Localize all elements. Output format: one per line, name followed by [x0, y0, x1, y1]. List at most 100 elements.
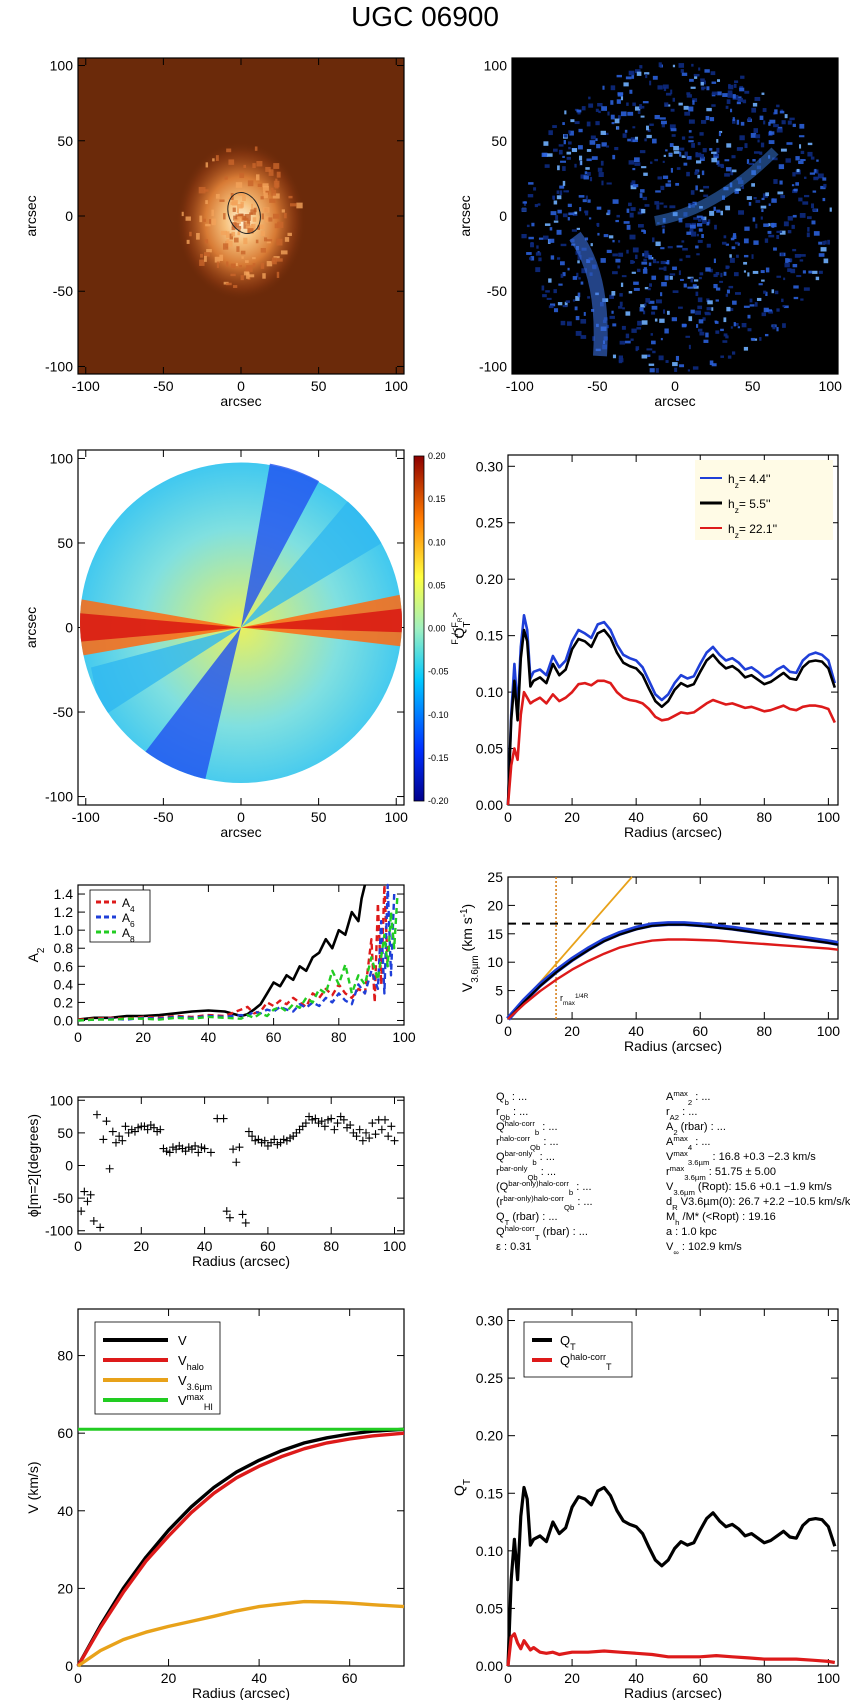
x-tick-label: -100: [506, 378, 534, 394]
image-clump: [262, 207, 270, 213]
residual-clump: [545, 290, 550, 293]
residual-clump: [617, 115, 621, 120]
phase-point: [260, 1136, 269, 1145]
phase-point: [143, 1125, 152, 1134]
residual-clump: [713, 283, 718, 289]
residual-clump: [578, 128, 583, 133]
residual-clump: [601, 106, 608, 111]
residual-clump: [761, 279, 765, 282]
residual-clump: [660, 120, 667, 125]
y-tick-label: 100: [50, 450, 74, 466]
residual-clump: [726, 99, 731, 104]
text-part: b: [569, 1188, 573, 1197]
text-part: b: [505, 1098, 509, 1107]
image-clump: [234, 237, 239, 243]
residual-clump: [800, 150, 805, 154]
residual-clump: [706, 86, 710, 91]
image-clump: [219, 254, 224, 261]
residual-clump: [703, 194, 709, 197]
image-clump: [240, 250, 246, 255]
image-clump: [268, 169, 274, 176]
image-clump: [275, 178, 278, 183]
residual-clump: [697, 305, 703, 310]
text-part: r: [496, 1166, 500, 1178]
residual-clump: [644, 138, 647, 142]
residual-clump: [562, 213, 568, 218]
residual-clump: [662, 229, 665, 234]
residual-clump: [531, 222, 535, 227]
residual-clump: [550, 303, 556, 307]
residual-clump: [803, 287, 810, 291]
phase-point: [156, 1125, 165, 1134]
residual-clump: [726, 143, 732, 148]
text-part: A: [122, 911, 130, 925]
residual-clump: [632, 261, 636, 264]
residual-clump: [771, 222, 775, 228]
residual-clump: [772, 324, 776, 330]
residual-clump: [684, 151, 688, 157]
residual-clump: [615, 258, 621, 263]
residual-clump: [657, 85, 663, 90]
residual-clump: [781, 298, 784, 303]
image-clump: [243, 164, 247, 169]
x-tick-label: 0: [237, 378, 245, 394]
residual-clump: [807, 227, 810, 232]
x-tick-label: 20: [161, 1670, 177, 1686]
force-lobe-left-core: [80, 612, 241, 643]
residual-clump: [782, 323, 786, 328]
residual-clump: [736, 147, 743, 151]
image-clump: [234, 223, 240, 227]
y-tick-label: 0.30: [476, 1313, 503, 1329]
residual-clump: [695, 324, 699, 328]
residual-clump: [681, 155, 686, 158]
residual-clump: [800, 159, 806, 162]
stats-row: a : 1.0 kpc: [666, 1226, 717, 1238]
residual-clump: [564, 110, 567, 115]
residual-clump: [692, 366, 699, 370]
phase-point: [121, 1122, 130, 1131]
residual-clump: [782, 304, 786, 308]
residual-clump: [607, 111, 610, 116]
phase-point: [311, 1114, 320, 1123]
text-part: (rbar) : ...: [540, 1226, 588, 1238]
residual-clump: [751, 254, 754, 259]
residual-clump: [624, 129, 628, 133]
residual-clump: [732, 233, 737, 237]
residual-clump: [586, 121, 591, 127]
residual-clump: [735, 188, 741, 191]
residual-clump: [727, 355, 732, 359]
residual-clump: [822, 197, 826, 202]
residual-clump: [744, 90, 750, 94]
residual-clump: [737, 242, 740, 246]
phase-point: [352, 1132, 361, 1141]
residual-clump: [700, 216, 705, 220]
residual-clump: [662, 175, 669, 179]
residual-clump: [528, 182, 534, 185]
residual-clump: [533, 187, 537, 191]
y-tick-label: 0.20: [476, 571, 503, 587]
image-clump: [222, 243, 229, 250]
text-part: V: [666, 1181, 674, 1193]
image-clump: [273, 180, 280, 188]
image-clump: [272, 213, 280, 219]
residual-clump: [737, 326, 741, 329]
residual-clump: [802, 201, 809, 205]
colorbar-tick-label: 0.00: [428, 624, 446, 634]
residual-clump: [692, 100, 695, 105]
residual-clump: [771, 289, 775, 294]
residual-clump: [763, 120, 766, 125]
image-clump: [230, 263, 236, 268]
legend-label: hz= 4.4'': [728, 472, 770, 490]
residual-clump: [695, 291, 699, 296]
residual-clump: [688, 316, 693, 322]
residual-clump: [799, 213, 806, 218]
residual-clump: [731, 155, 736, 159]
phase-point: [365, 1134, 374, 1143]
residual-clump: [765, 267, 770, 273]
residual-clump: [750, 337, 756, 341]
residual-clump: [772, 157, 778, 161]
residual-clump: [684, 111, 691, 116]
residual-clump: [818, 253, 825, 257]
residual-clump: [804, 194, 810, 198]
residual-clump: [634, 69, 641, 74]
